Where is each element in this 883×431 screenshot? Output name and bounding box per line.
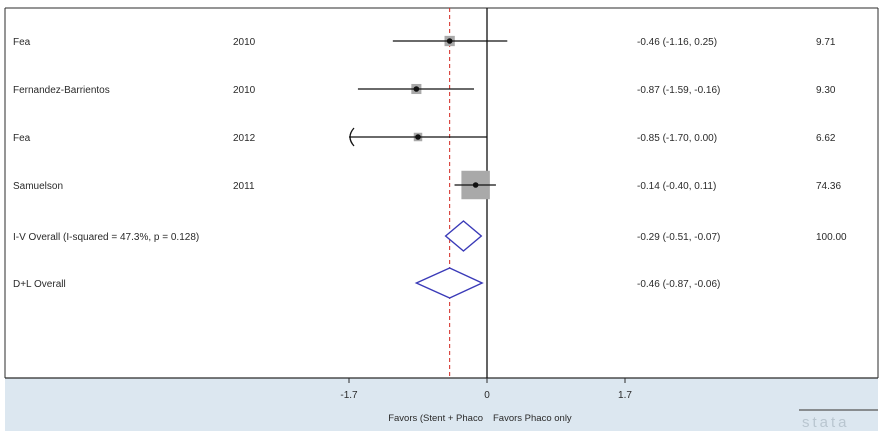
x-tick-label: 0	[484, 390, 490, 401]
x-tick-label: 1.7	[618, 390, 632, 401]
study-year: 2010	[233, 37, 256, 48]
study-weight: 9.30	[816, 85, 836, 96]
study-point-estimate	[413, 86, 420, 92]
favors-right-label: Favors Phaco only	[493, 413, 572, 424]
study-point-estimate	[472, 182, 479, 188]
axis-band	[5, 378, 878, 431]
study-ci-truncation-arrow	[349, 127, 355, 147]
stata-logo: stata	[802, 414, 850, 431]
study-weight: 74.36	[816, 181, 841, 192]
overall-label: I-V Overall (I-squared = 47.3%, p = 0.12…	[13, 232, 199, 243]
study-weight: 6.62	[816, 133, 836, 144]
overall-ci-label: -0.46 (-0.87, -0.06)	[637, 279, 720, 290]
study-name: Fernandez-Barrientos	[13, 85, 110, 96]
overall-label: D+L Overall	[13, 279, 66, 290]
overall-diamond	[444, 220, 483, 252]
study-point-estimate	[415, 134, 421, 140]
study-year: 2011	[233, 181, 255, 192]
x-tick-label: -1.7	[340, 390, 358, 401]
overall-ci-label: -0.29 (-0.51, -0.07)	[637, 232, 720, 243]
study-ci-label: -0.46 (-1.16, 0.25)	[637, 37, 717, 48]
study-name: Fea	[13, 37, 31, 48]
study-year: 2010	[233, 85, 256, 96]
study-name: Samuelson	[13, 181, 63, 192]
study-ci-label: -0.85 (-1.70, 0.00)	[637, 133, 717, 144]
overall-diamond	[414, 267, 484, 299]
study-weight: 9.71	[816, 37, 836, 48]
study-ci-label: -0.14 (-0.40, 0.11)	[637, 181, 716, 192]
study-point-estimate	[446, 38, 453, 44]
study-ci-label: -0.87 (-1.59, -0.16)	[637, 85, 720, 96]
overall-weight: 100.00	[816, 232, 847, 243]
study-name: Fea	[13, 133, 31, 144]
favors-left-label: Favors (Stent + Phaco	[388, 413, 483, 424]
study-year: 2012	[233, 133, 256, 144]
